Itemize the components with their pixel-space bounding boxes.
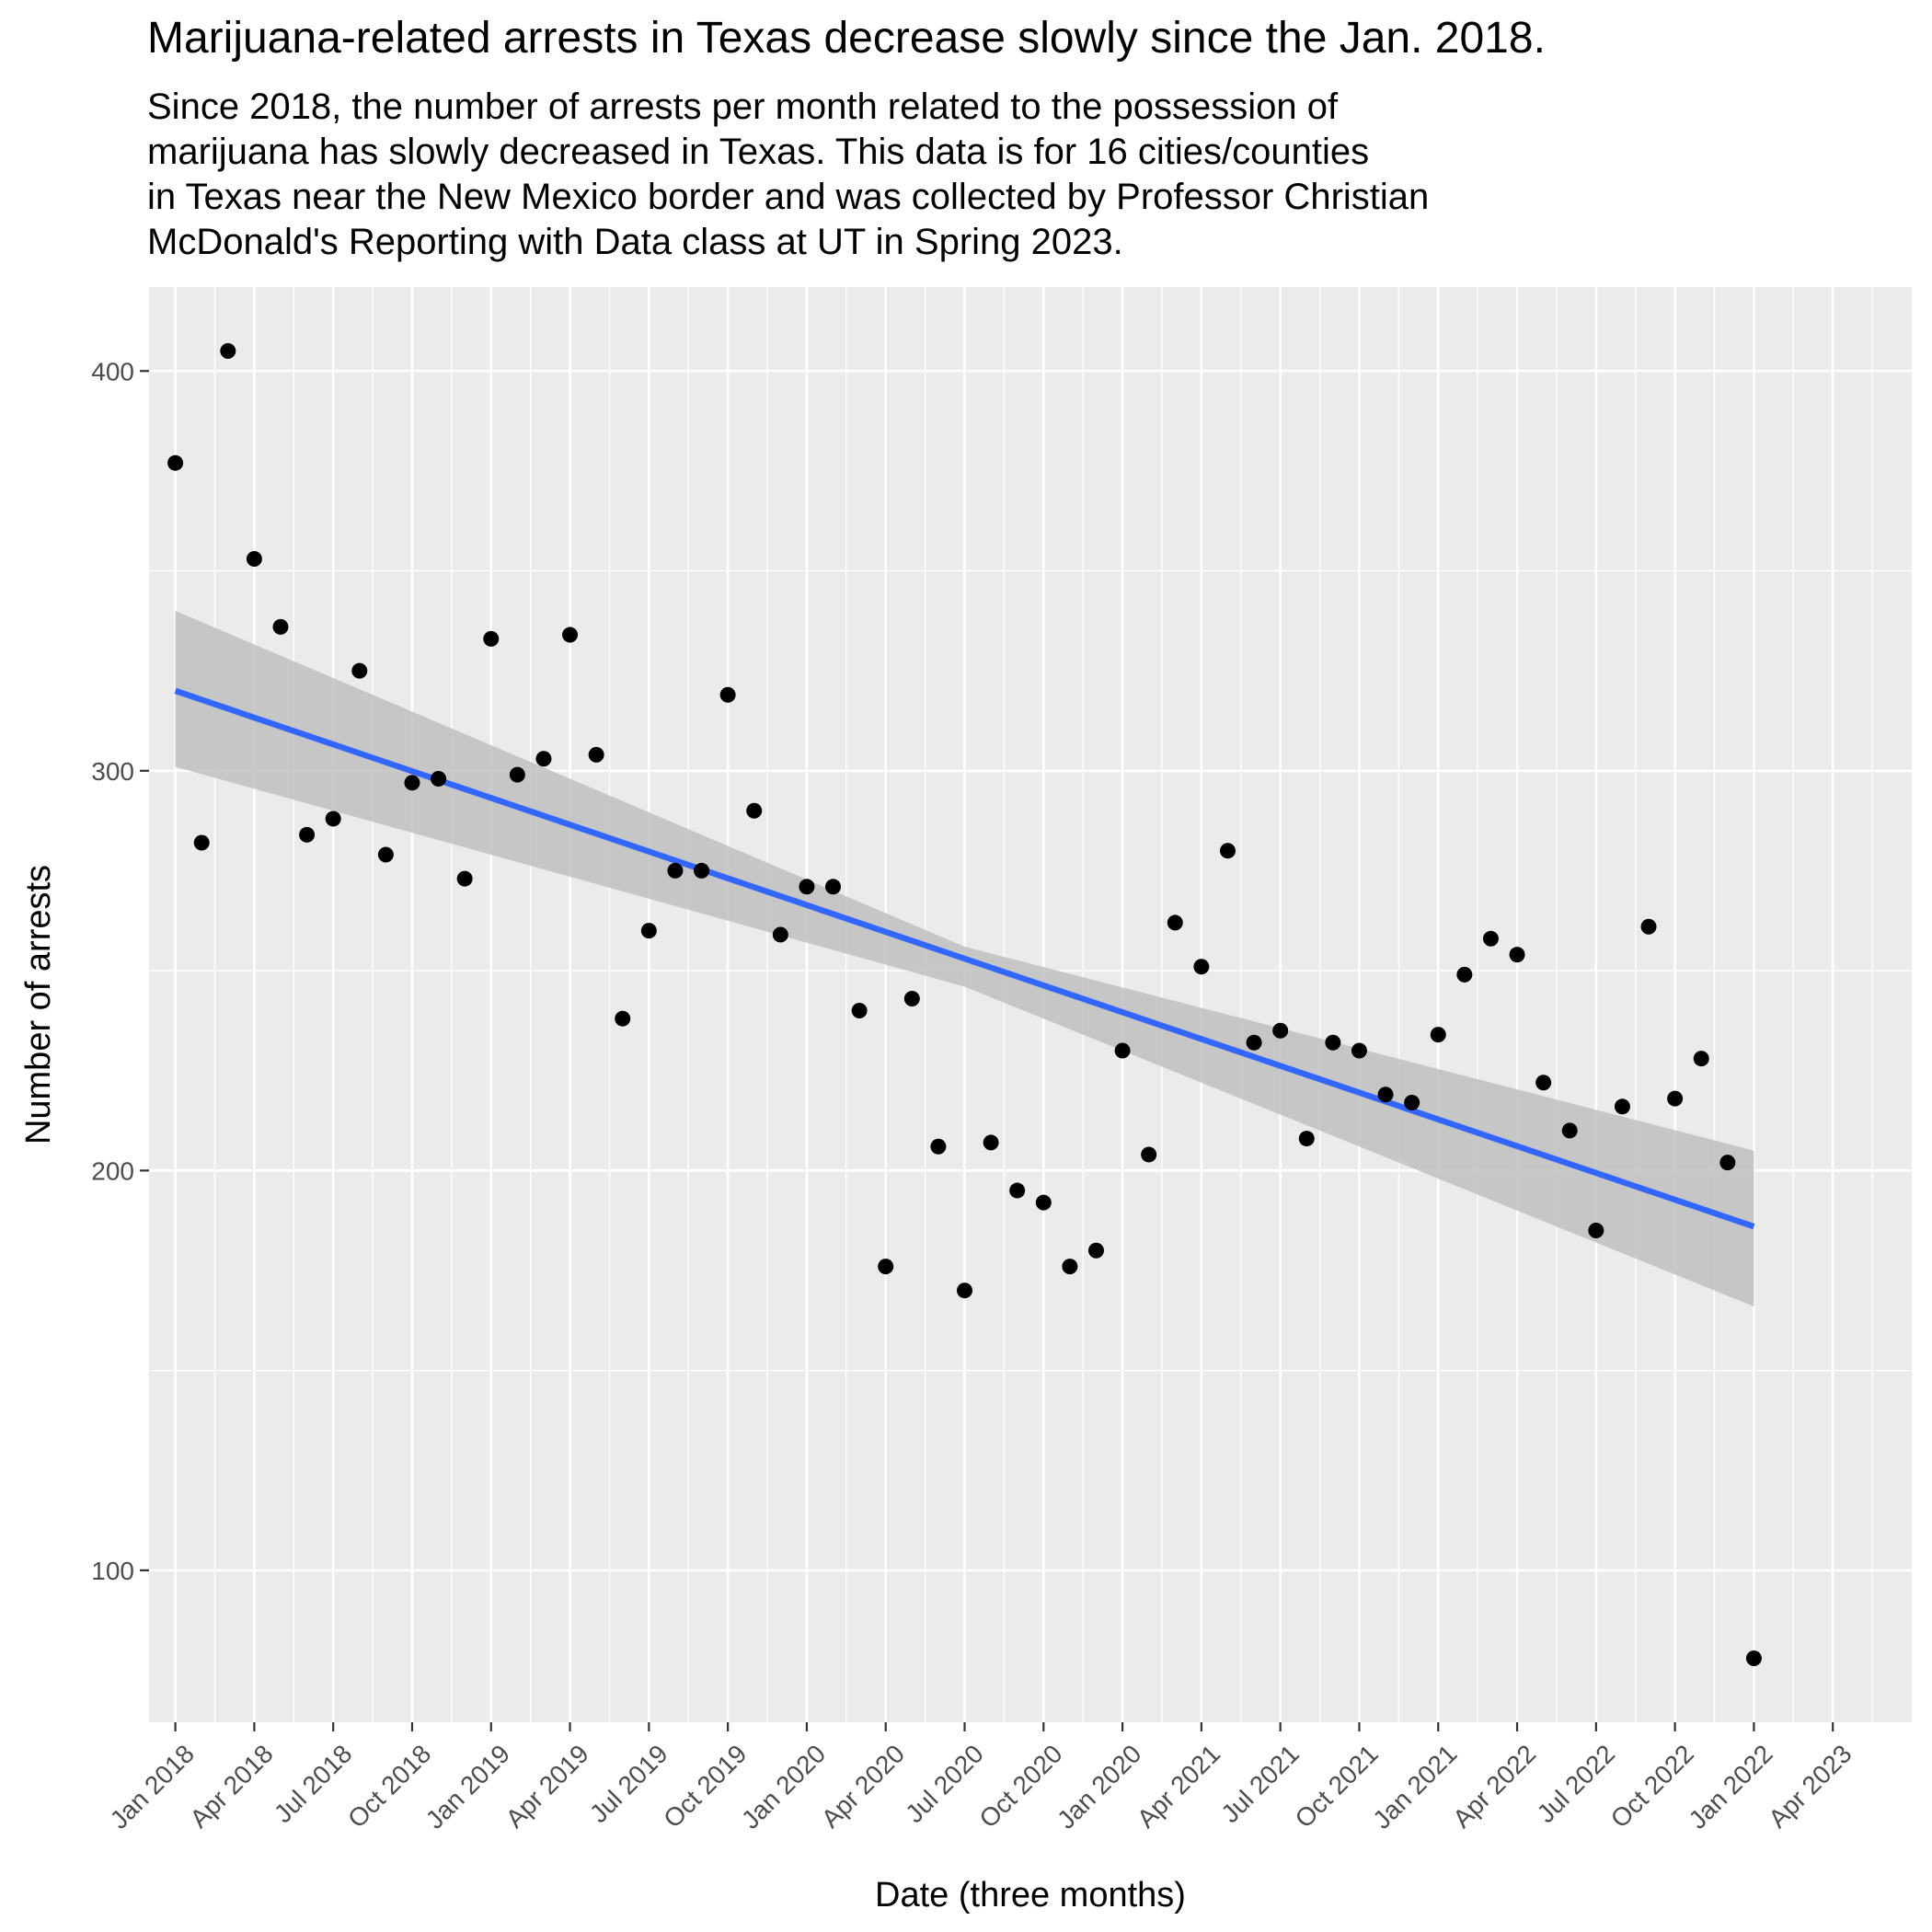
y-tick-label: 400: [91, 357, 134, 385]
x-tick-label: Jan 2021: [1367, 1739, 1462, 1834]
major-gridlines: [149, 287, 1912, 1722]
data-point: [351, 662, 368, 679]
data-point: [1246, 1034, 1262, 1051]
data-point: [509, 766, 525, 783]
y-tick-label: 300: [91, 757, 134, 786]
data-point: [1087, 1242, 1104, 1259]
chart-title: Marijuana-related arrests in Texas decre…: [147, 14, 1546, 63]
data-point: [1062, 1259, 1078, 1275]
data-point: [272, 618, 289, 635]
data-point: [404, 775, 420, 791]
data-point: [1482, 930, 1499, 947]
x-tick-label: Apr 2023: [1763, 1739, 1857, 1833]
data-point: [1114, 1042, 1131, 1059]
data-point: [1009, 1182, 1026, 1199]
data-point: [483, 630, 500, 647]
data-point: [1719, 1155, 1736, 1171]
data-point: [1272, 1022, 1289, 1039]
data-point: [746, 802, 763, 819]
data-point: [957, 1282, 973, 1299]
data-point: [220, 343, 236, 360]
data-point: [1167, 914, 1183, 931]
data-point: [1535, 1075, 1552, 1091]
data-point: [377, 846, 394, 863]
data-point: [167, 454, 184, 471]
data-point: [1693, 1051, 1709, 1067]
data-point: [1745, 1650, 1762, 1666]
data-point: [1509, 947, 1525, 963]
data-point: [1035, 1194, 1052, 1211]
data-point: [1351, 1042, 1367, 1059]
data-point: [562, 627, 579, 643]
chart-subtitle: Since 2018, the number of arrests per mo…: [147, 86, 1430, 262]
x-tick-label: Apr 2021: [1132, 1739, 1225, 1833]
data-point: [615, 1010, 631, 1027]
x-tick-label: Oct 2019: [658, 1739, 752, 1833]
data-point: [930, 1138, 947, 1155]
data-point: [246, 550, 262, 567]
data-point: [719, 686, 736, 703]
x-tick-label: Oct 2020: [973, 1739, 1067, 1833]
x-tick-label: Jan 2020: [736, 1739, 831, 1834]
data-point: [431, 770, 447, 787]
x-tick-label: Apr 2022: [1447, 1739, 1541, 1833]
data-point: [193, 834, 210, 851]
x-tick-label: Apr 2018: [184, 1739, 278, 1833]
data-point: [1141, 1146, 1157, 1163]
x-tick-label: Oct 2021: [1290, 1739, 1384, 1833]
data-point: [1561, 1122, 1578, 1139]
data-points: [167, 343, 1762, 1666]
data-point: [1588, 1223, 1604, 1239]
y-tick-label: 200: [91, 1156, 134, 1185]
x-tick-label: Jan 2019: [420, 1739, 515, 1834]
data-point: [878, 1259, 894, 1275]
x-tick-label: Jan 2020: [1052, 1739, 1146, 1834]
data-point: [694, 862, 710, 879]
data-point: [1377, 1087, 1394, 1103]
data-point: [799, 879, 815, 895]
data-point: [903, 990, 920, 1006]
y-tick-label: 100: [91, 1557, 134, 1585]
x-tick-label: Apr 2019: [500, 1739, 594, 1833]
data-point: [825, 879, 842, 895]
data-point: [1298, 1131, 1315, 1147]
data-point: [667, 862, 684, 879]
data-point: [983, 1134, 999, 1151]
x-tick-label: Jan 2018: [105, 1739, 200, 1834]
data-point: [772, 926, 788, 943]
data-point: [1219, 843, 1236, 859]
data-point: [1325, 1034, 1341, 1051]
data-point: [535, 751, 552, 767]
data-point: [1667, 1090, 1684, 1107]
data-point: [1640, 918, 1657, 935]
data-point: [1614, 1098, 1630, 1115]
data-point: [1404, 1094, 1420, 1110]
data-point: [1456, 966, 1473, 983]
data-point: [851, 1003, 868, 1019]
y-axis-title: Number of arrests: [19, 865, 58, 1144]
x-tick-label: Oct 2018: [342, 1739, 436, 1833]
x-tick-label: Oct 2022: [1605, 1739, 1699, 1833]
x-axis-title: Date (three months): [875, 1876, 1186, 1915]
data-point: [588, 746, 604, 763]
x-tick-label: Jan 2022: [1683, 1739, 1777, 1834]
data-point: [325, 811, 341, 827]
data-point: [299, 826, 316, 843]
x-tick-label: Apr 2020: [816, 1739, 910, 1833]
data-point: [456, 870, 473, 887]
data-point: [640, 923, 657, 939]
y-axis: 100 200 300 400: [91, 357, 149, 1585]
data-point: [1193, 959, 1210, 975]
data-point: [1430, 1027, 1446, 1043]
